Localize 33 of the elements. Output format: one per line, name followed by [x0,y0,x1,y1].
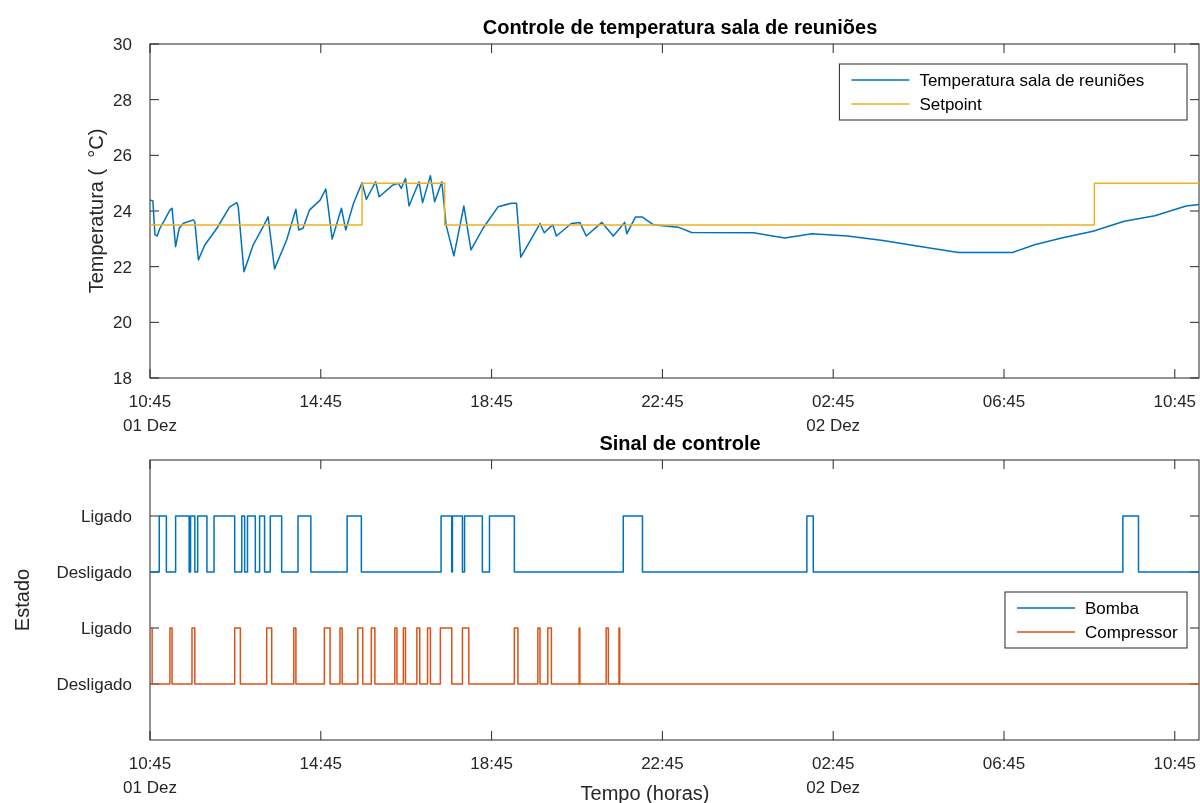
text: Desligado [56,563,132,582]
text: Desligado [56,675,132,694]
legend-label: Compressor [1085,623,1178,642]
text: Ligado [80,507,132,526]
y-tick-label: 20 [113,313,132,333]
chart-title: Sinal de controle [599,432,761,454]
x-tick-label: 10:45 [1153,754,1197,773]
y-tick-label: 22 [113,257,132,277]
x-tick-label: 10:45 01 Dez [123,392,177,435]
y-tick-label: 28 [113,90,132,110]
x-tick-label: 06:45 [982,392,1026,411]
legend-label: Bomba [1085,599,1140,618]
legend-label: Temperatura sala de reuniões [919,71,1145,90]
x-tick-label: 02:45 02 Dez [806,392,861,435]
y-axis-title: Temperatura ( °C) [85,128,107,294]
chart-title: Controle de temperatura sala de reuniões [482,16,878,38]
y-tick-label: 26 [113,146,132,166]
x-tick-label: 18:45 [470,754,513,773]
x-tick-label: 10:45 [1153,392,1197,411]
y-tick-label: 24 [113,202,132,221]
y-tick-label: 18 [113,369,132,388]
x-tick-label: 10:45 01 Dez [123,754,177,797]
x-tick-label: 18:45 [470,392,513,411]
y-tick-label: 30 [113,35,132,54]
x-tick-label: 14:45 [299,392,343,411]
x-tick-label: 22:45 [641,754,684,773]
x-tick-label: 22:45 [641,392,684,411]
x-tick-label: 02:45 02 Dez [806,754,861,797]
text: Ligado [80,619,132,638]
x-tick-label: 14:45 [299,754,343,773]
legend-label: Setpoint [919,95,983,114]
x-tick-label: 06:45 [982,754,1026,773]
y-axis-title: Estado [11,568,33,632]
